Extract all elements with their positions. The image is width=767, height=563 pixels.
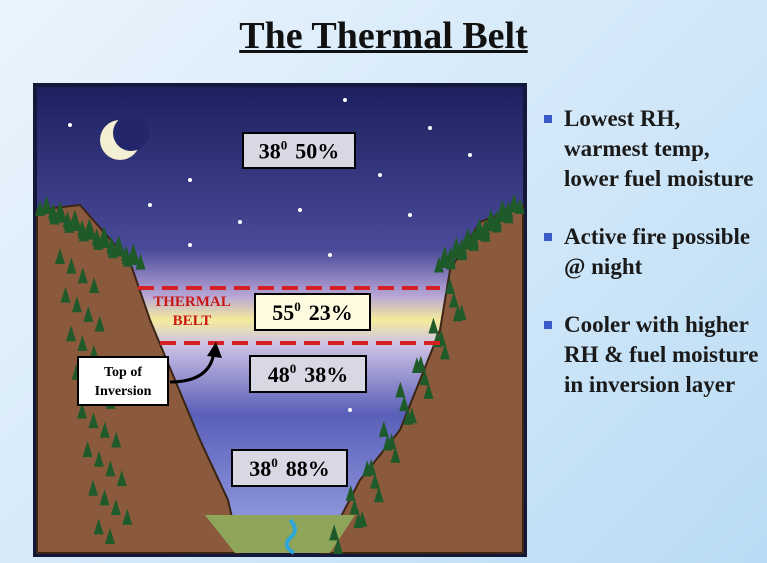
degree: 0 (290, 361, 297, 376)
star (348, 408, 352, 412)
bullet: Cooler with higher RH & fuel moisture in… (540, 310, 765, 400)
belt-label: THERMAL (153, 294, 231, 310)
bullet: Lowest RH, warmest temp, lower fuel mois… (540, 104, 765, 194)
reading: 380 50% (259, 138, 340, 164)
star (68, 123, 72, 127)
star (408, 213, 412, 217)
reading: 550 23% (272, 299, 353, 325)
star (343, 98, 347, 102)
reading: 380 88% (249, 455, 330, 481)
humidity: 88% (286, 456, 330, 481)
inversion-label: Inversion (95, 384, 152, 399)
star (468, 153, 472, 157)
bullet-list: Lowest RH, warmest temp, lower fuel mois… (540, 104, 765, 428)
star (188, 243, 192, 247)
degree: 0 (271, 455, 278, 470)
humidity: 50% (295, 139, 339, 164)
title: The Thermal Belt (0, 14, 767, 58)
star (428, 126, 432, 130)
moon-shadow (113, 115, 149, 151)
humidity: 23% (309, 300, 353, 325)
star (188, 178, 192, 182)
star (328, 253, 332, 257)
bullet: Active fire possible @ night (540, 222, 765, 282)
temperature: 48 (268, 362, 290, 387)
temperature: 38 (259, 139, 281, 164)
temperature: 55 (272, 300, 294, 325)
inversion-label: Top of (104, 365, 142, 380)
temperature: 38 (249, 456, 271, 481)
slide: THERMAL BELT Top of Inversion 38050%5502… (0, 0, 767, 563)
star (378, 173, 382, 177)
star (148, 203, 152, 207)
star (298, 208, 302, 212)
degree: 0 (281, 138, 288, 153)
star (238, 220, 242, 224)
reading: 480 38% (268, 361, 349, 387)
belt-label: BELT (173, 313, 212, 329)
degree: 0 (294, 299, 301, 314)
humidity: 38% (304, 362, 348, 387)
